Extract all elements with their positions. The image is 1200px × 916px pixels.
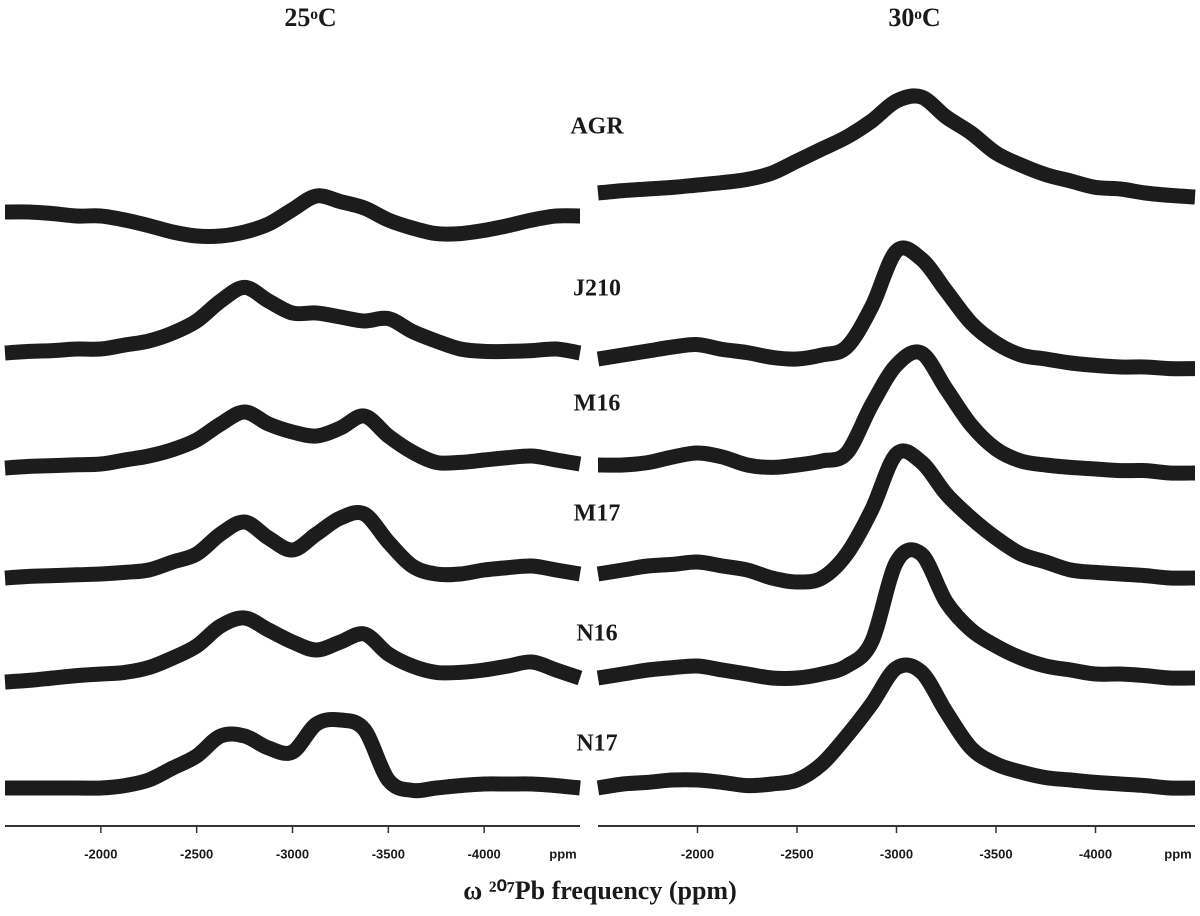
spectrum: [596, 657, 1196, 796]
x-tick-label: -2000: [681, 846, 714, 861]
sample-label: M16: [574, 391, 621, 417]
sample-label: N17: [576, 731, 617, 757]
x-tick-label: -3500: [979, 846, 1012, 861]
x-unit: ppm: [1164, 846, 1191, 861]
sample-label: J210: [573, 276, 621, 302]
x-axis-title: ω ²⁰⁷Pb frequency (ppm): [463, 876, 736, 905]
spectrum: [597, 344, 1196, 481]
spectrum: [4, 610, 583, 690]
sample-label: AGR: [570, 114, 624, 140]
panel-title: 25ᵒC: [284, 3, 336, 32]
spectrum: [596, 443, 1196, 590]
spectrum: [596, 240, 1196, 377]
x-tick-label: -2500: [180, 846, 213, 861]
spectrum: [4, 504, 582, 586]
x-unit: ppm: [549, 846, 576, 861]
spectrum: [4, 188, 581, 244]
x-tick-label: -2500: [780, 846, 813, 861]
x-tick-label: -3000: [276, 846, 309, 861]
spectrum: [597, 88, 1196, 205]
x-tick-label: -4000: [1079, 846, 1112, 861]
spectrum: [4, 404, 582, 476]
x-tick-label: -3000: [880, 846, 913, 861]
x-tick-label: -4000: [468, 846, 501, 861]
spectrum: [4, 279, 582, 361]
sample-label: N16: [576, 621, 617, 647]
panel-title: 30ᵒC: [888, 3, 940, 32]
spectrum: [596, 542, 1196, 686]
sample-label: M17: [574, 501, 621, 527]
spectrum: [5, 711, 581, 799]
x-tick-label: -2000: [84, 846, 117, 861]
x-tick-label: -3500: [372, 846, 405, 861]
